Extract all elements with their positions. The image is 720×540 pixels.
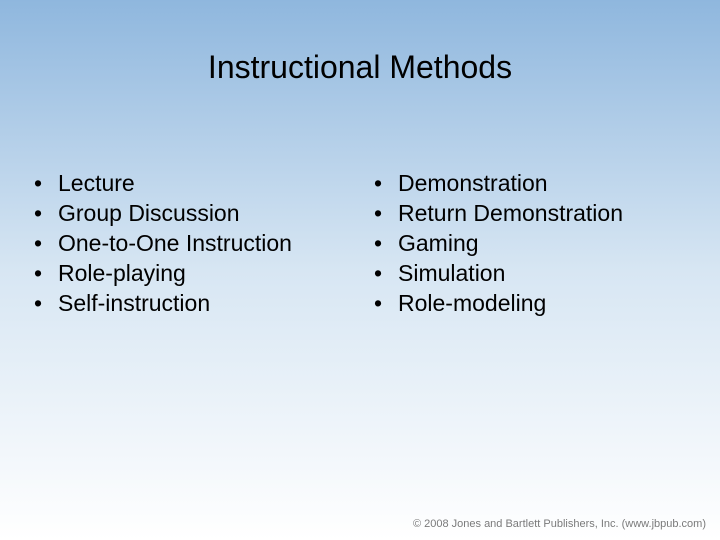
bullet-icon: • [30,168,58,198]
bullet-icon: • [370,168,398,198]
list-item: • Gaming [370,228,690,258]
content-columns: • Lecture • Group Discussion • One-to-On… [30,168,690,318]
bullet-text: Lecture [58,168,370,198]
list-item: • Demonstration [370,168,690,198]
slide: Instructional Methods • Lecture • Group … [0,0,720,540]
bullet-text: Role-playing [58,258,370,288]
list-item: • Group Discussion [30,198,370,228]
bullet-text: Role-modeling [398,288,690,318]
bullet-icon: • [30,258,58,288]
bullet-icon: • [370,288,398,318]
bullet-text: Return Demonstration [398,198,690,228]
right-column: • Demonstration • Return Demonstration •… [370,168,690,318]
list-item: • Simulation [370,258,690,288]
list-item: • Return Demonstration [370,198,690,228]
bullet-icon: • [370,258,398,288]
left-column: • Lecture • Group Discussion • One-to-On… [30,168,370,318]
left-bullet-list: • Lecture • Group Discussion • One-to-On… [30,168,370,318]
list-item: • Self-instruction [30,288,370,318]
bullet-text: Group Discussion [58,198,370,228]
slide-title: Instructional Methods [0,49,720,86]
bullet-icon: • [30,228,58,258]
right-bullet-list: • Demonstration • Return Demonstration •… [370,168,690,318]
list-item: • One-to-One Instruction [30,228,370,258]
bullet-icon: • [370,198,398,228]
bullet-text: Demonstration [398,168,690,198]
bullet-icon: • [30,198,58,228]
bullet-text: Self-instruction [58,288,370,318]
list-item: • Lecture [30,168,370,198]
copyright-footer: © 2008 Jones and Bartlett Publishers, In… [413,518,706,530]
bullet-text: One-to-One Instruction [58,228,370,258]
list-item: • Role-playing [30,258,370,288]
list-item: • Role-modeling [370,288,690,318]
bullet-text: Simulation [398,258,690,288]
bullet-icon: • [370,228,398,258]
bullet-icon: • [30,288,58,318]
bullet-text: Gaming [398,228,690,258]
